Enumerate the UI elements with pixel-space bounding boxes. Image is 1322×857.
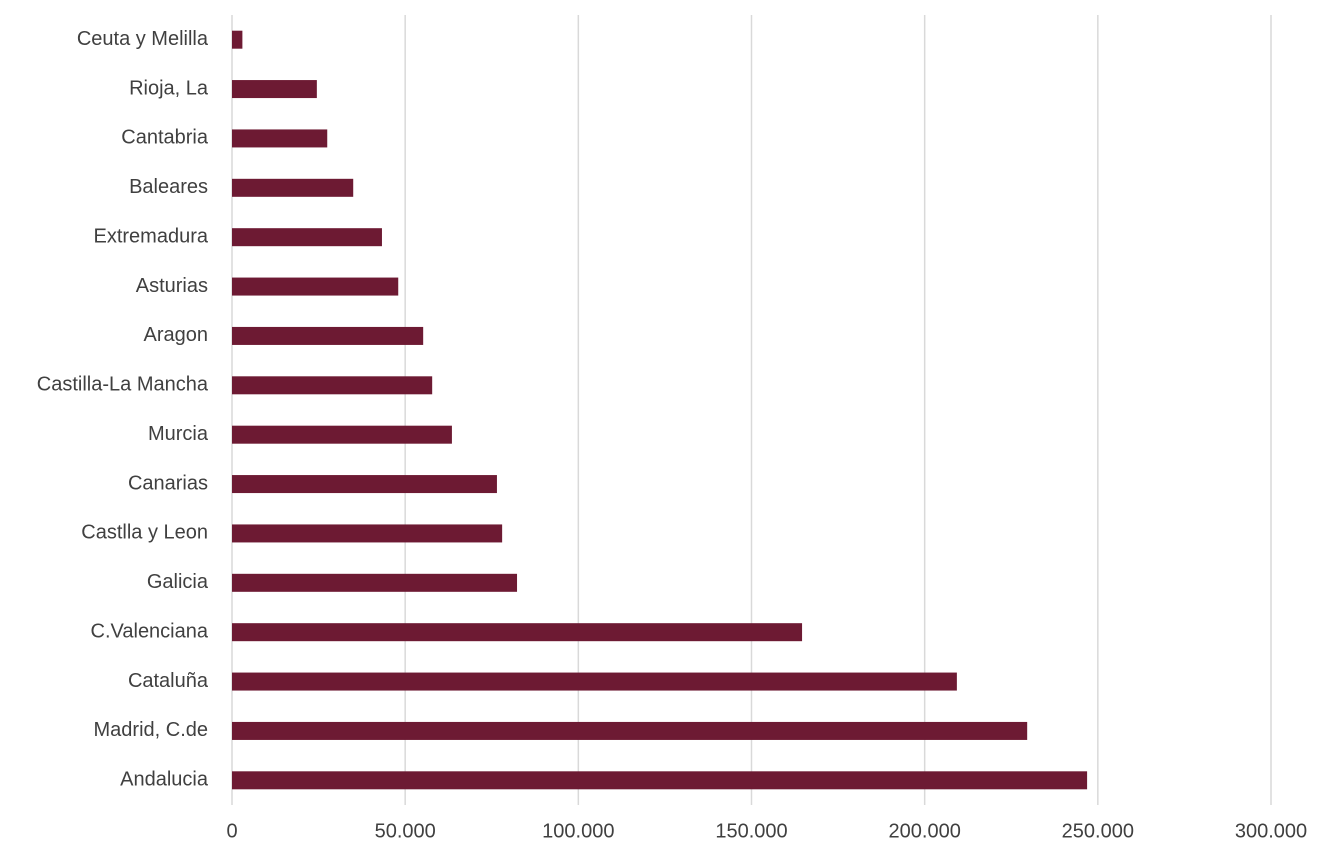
y-tick-label: Andalucia [120, 769, 209, 791]
x-tick-label: 200.000 [889, 820, 961, 842]
x-tick-label: 150.000 [715, 820, 787, 842]
bar [232, 129, 328, 148]
y-tick-label: Cantabria [121, 127, 209, 149]
x-tick-label: 250.000 [1062, 820, 1134, 842]
bar [232, 277, 399, 296]
bar [232, 524, 503, 543]
y-tick-label: Cataluña [128, 670, 209, 692]
y-tick-label: Asturias [136, 275, 208, 297]
y-tick-label: C.Valenciana [91, 620, 209, 642]
y-tick-label: Madrid, C.de [94, 719, 209, 741]
x-tick-label: 100.000 [542, 820, 614, 842]
bar [232, 573, 518, 592]
x-tick-label: 0 [226, 820, 237, 842]
x-tick-label: 300.000 [1235, 820, 1307, 842]
y-tick-label: Aragon [144, 324, 209, 346]
x-tick-label: 50.000 [375, 820, 436, 842]
bar [232, 228, 382, 247]
bar [232, 771, 1088, 790]
bar [232, 80, 317, 99]
bar [232, 178, 354, 197]
y-tick-label: Baleares [129, 176, 208, 198]
bar [232, 623, 803, 642]
y-tick-label: Extremadura [94, 225, 209, 247]
bar [232, 376, 433, 395]
y-tick-label: Galicia [147, 571, 209, 593]
y-tick-label: Murcia [148, 423, 209, 445]
bar [232, 721, 1028, 740]
bar [232, 425, 452, 444]
bar [232, 30, 243, 49]
bar [232, 672, 957, 691]
y-tick-label: Rioja, La [129, 77, 209, 99]
bar [232, 326, 424, 345]
y-tick-label: Ceuta y Melilla [77, 28, 209, 50]
y-tick-label: Castilla-La Mancha [37, 374, 209, 396]
y-tick-label: Castlla y Leon [81, 522, 208, 544]
bar [232, 475, 497, 494]
y-tick-label: Canarias [128, 472, 208, 494]
